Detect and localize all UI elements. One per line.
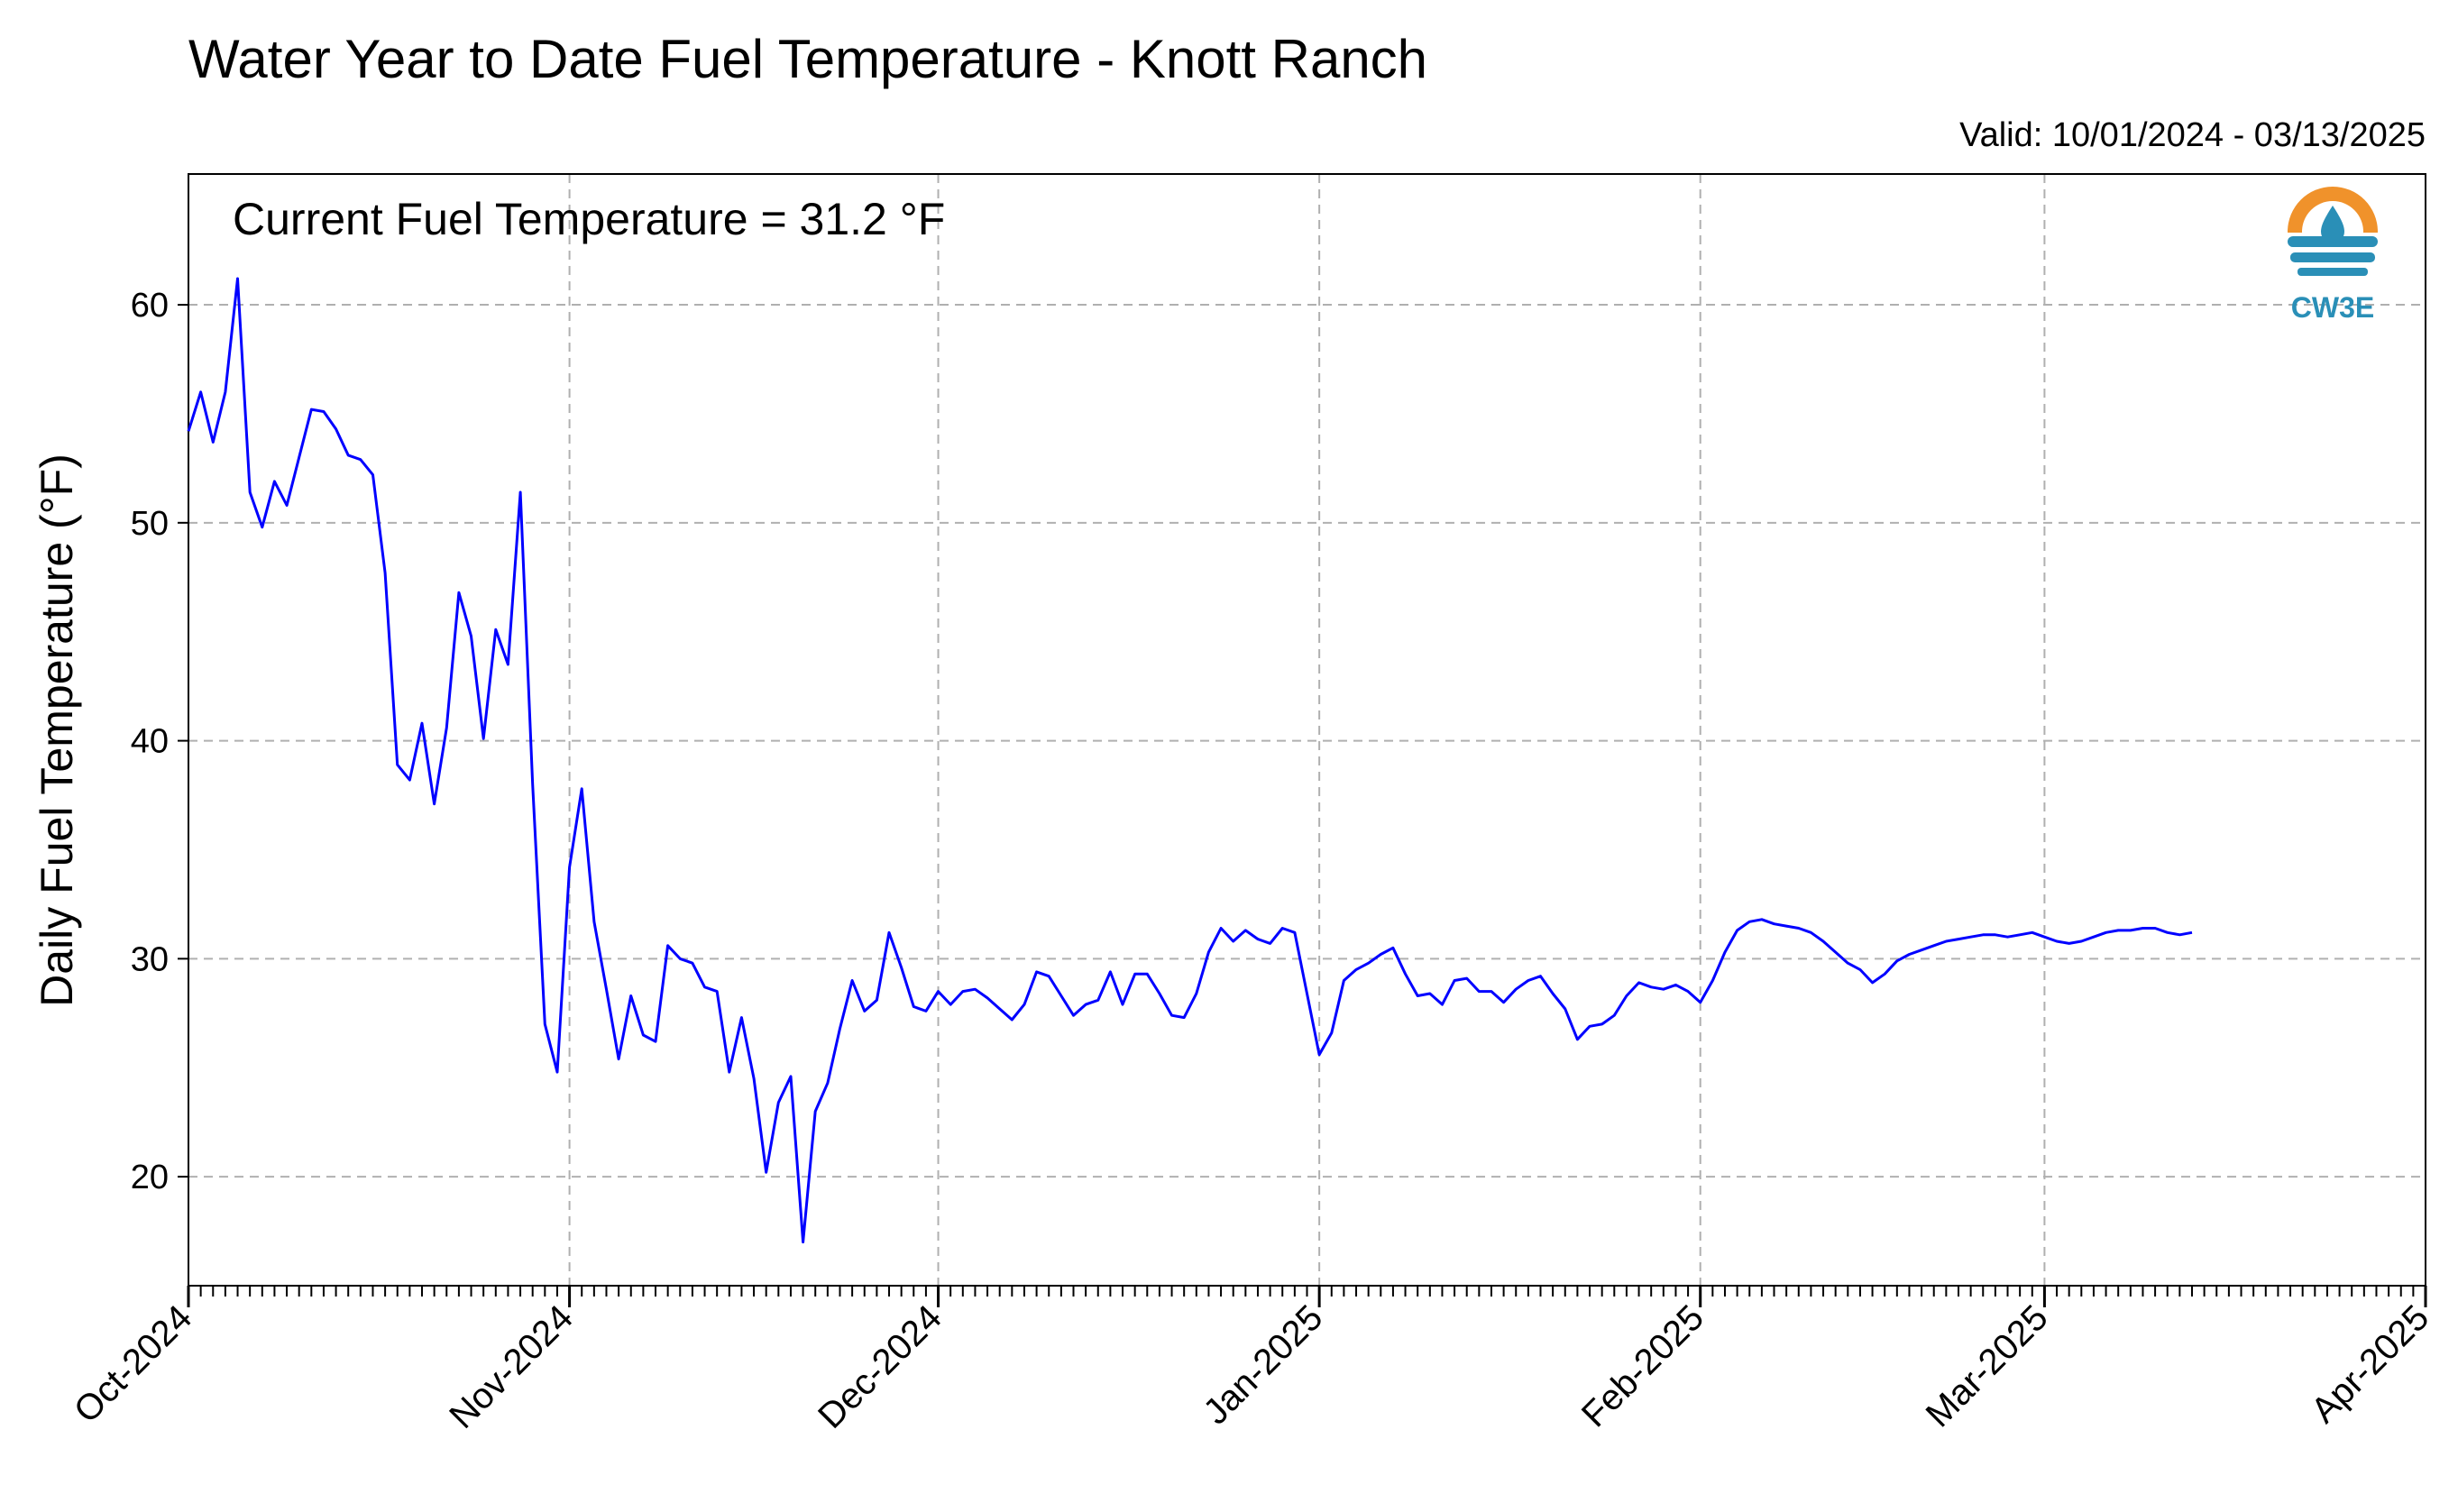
- x-tick-label: Dec-2024: [811, 1297, 949, 1436]
- logo-text: CW3E: [2291, 291, 2374, 324]
- chart-title: Water Year to Date Fuel Temperature - Kn…: [188, 29, 1427, 89]
- y-tick-label: 50: [131, 505, 169, 543]
- grid-layer: [188, 174, 2426, 1286]
- current-value-annotation: Current Fuel Temperature = 31.2 °F: [233, 194, 945, 244]
- plot-frame: [188, 173, 2426, 1287]
- y-tick-label: 60: [131, 287, 169, 325]
- x-tick-label: Mar-2025: [1919, 1297, 2056, 1434]
- water-drop-sun-icon: [2286, 187, 2380, 278]
- tick-layer: 20 30 40 50 60 Oct-2024 Nov-2024 Dec-2024 Jan-20…: [67, 287, 2436, 1436]
- y-tick-label: 30: [131, 940, 169, 978]
- y-axis-label: Daily Fuel Temperature (°F): [32, 454, 82, 1007]
- x-tick-label: Oct-2024: [67, 1297, 199, 1430]
- x-tick-label: Nov-2024: [442, 1297, 581, 1436]
- fuel-temperature-line: [187, 277, 2193, 1244]
- y-tick-label: 20: [131, 1159, 169, 1196]
- x-tick-label: Feb-2025: [1574, 1297, 1711, 1434]
- y-tick-label: 40: [131, 723, 169, 761]
- valid-date-range: Valid: 10/01/2024 - 03/13/2025: [1959, 116, 2426, 154]
- cw3e-logo: CW3E: [2286, 187, 2380, 324]
- line-layer: [187, 277, 2193, 1244]
- x-tick-label: Apr-2025: [2304, 1297, 2436, 1430]
- x-tick-label: Jan-2025: [1196, 1297, 1330, 1432]
